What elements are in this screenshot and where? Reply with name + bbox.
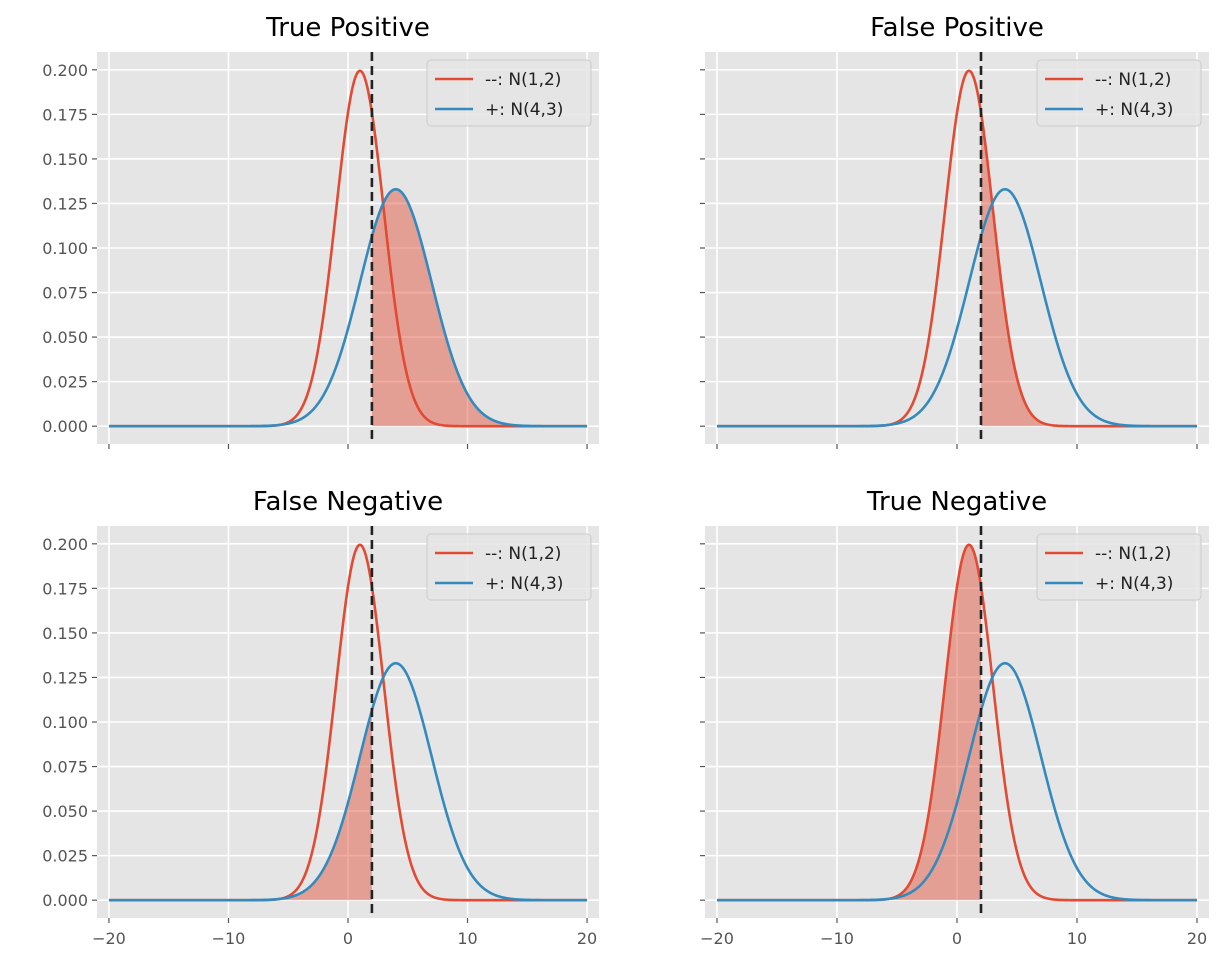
x-tick-label: 20 [577,929,597,948]
y-tick-label: 0.025 [42,847,88,866]
subplot-4: −20 −10 0 10 20 True Negative --: N(1,2) +: N(4… [700,487,1209,948]
legend-label: +: N(4,3) [1095,100,1173,120]
x-tick-label: 0 [343,929,353,948]
y-tick-label: 0.000 [42,417,88,436]
x-tick-label: 10 [457,929,477,948]
legend-label: +: N(4,3) [485,100,563,120]
x-tick-label: 0 [952,929,962,948]
legend: --: N(1,2) +: N(4,3) [426,533,592,601]
legend-label: --: N(1,2) [485,544,561,564]
legend-label: --: N(1,2) [485,70,561,90]
shaded-area [371,189,588,427]
y-tick-label: 0.100 [42,713,88,732]
legend-label: +: N(4,3) [485,574,563,594]
y-tick-label: 0.175 [42,105,88,124]
x-tick-label: −20 [700,929,734,948]
y-tick-label: 0.200 [42,535,88,554]
subplot-title: False Positive [870,13,1044,43]
series-line-positive [717,661,1197,902]
y-tick-label: 0.050 [42,328,88,347]
subplot-title: True Positive [265,13,430,43]
y-tick-label: 0.150 [42,624,88,643]
y-tick-label: 0.125 [42,194,88,213]
subplot-title: True Negative [866,487,1047,517]
shaded-area [108,710,372,901]
y-tick-label: 0.100 [42,239,88,258]
subplot-3: 0.000 0.025 0.050 0.075 0.100 0.125 0.150 0.175… [42,487,599,948]
legend-label: --: N(1,2) [1095,70,1171,90]
y-tick-label: 0.075 [42,284,88,303]
x-tick-label: 20 [1187,929,1207,948]
subplot-1: 0.000 0.025 0.050 0.075 0.100 0.125 0.150 0.175… [42,13,599,449]
legend: --: N(1,2) +: N(4,3) [426,59,592,127]
y-tick-label: 0.125 [42,668,88,687]
x-tick-label: −20 [92,929,126,948]
legend-label: +: N(4,3) [1095,574,1173,594]
y-tick-label: 0.000 [42,891,88,910]
y-tick-label: 0.175 [42,579,88,598]
y-tick-label: 0.075 [42,758,88,777]
series-line-positive [108,661,588,902]
subplot-title: False Negative [253,487,443,517]
x-tick-label: 10 [1067,929,1087,948]
y-tick-label: 0.200 [42,61,88,80]
subplot-2: False Positive --: N(1,2) +: N(4,3) [700,13,1209,449]
shaded-area [981,112,1197,427]
series-line-positive [717,187,1197,428]
shaded-area [717,544,981,901]
series-line-positive [108,187,588,428]
y-tick-label: 0.150 [42,150,88,169]
legend-label: --: N(1,2) [1095,544,1171,564]
legend: --: N(1,2) +: N(4,3) [1036,59,1202,127]
y-tick-label: 0.050 [42,802,88,821]
x-tick-label: −10 [820,929,854,948]
legend: --: N(1,2) +: N(4,3) [1036,533,1202,601]
x-tick-label: −10 [212,929,246,948]
y-tick-label: 0.025 [42,373,88,392]
